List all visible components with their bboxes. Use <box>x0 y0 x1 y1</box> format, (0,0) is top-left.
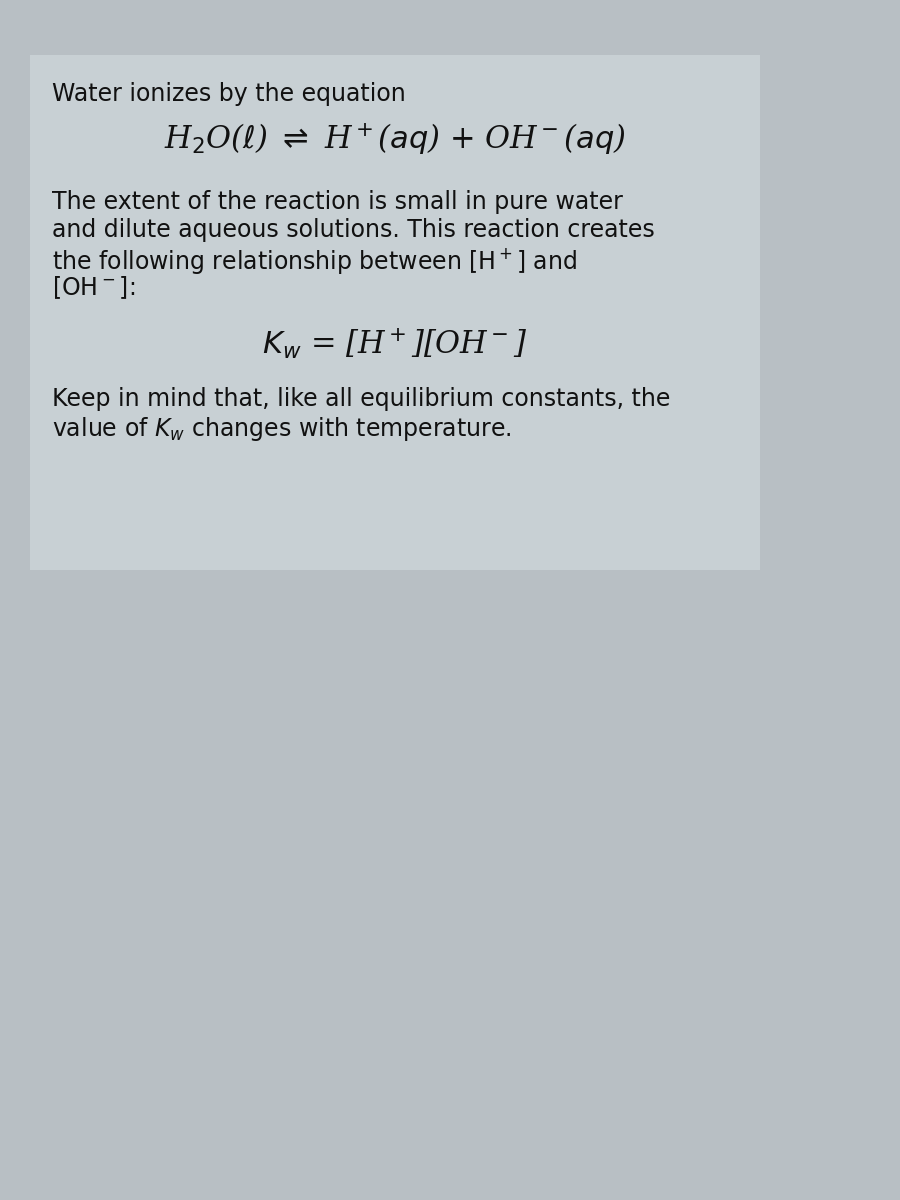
Text: [OH$^-$]:: [OH$^-$]: <box>52 274 135 301</box>
Text: the following relationship between [H$^+$] and: the following relationship between [H$^+… <box>52 246 577 276</box>
Text: and dilute aqueous solutions. This reaction creates: and dilute aqueous solutions. This react… <box>52 218 655 242</box>
Text: $K_w$ = [H$^+$][OH$^-$]: $K_w$ = [H$^+$][OH$^-$] <box>262 326 528 361</box>
Text: H$_2$O($\ell$) $\rightleftharpoons$ H$^+$($aq$) + OH$^-$($aq$): H$_2$O($\ell$) $\rightleftharpoons$ H$^+… <box>164 122 626 157</box>
Text: The extent of the reaction is small in pure water: The extent of the reaction is small in p… <box>52 190 623 214</box>
Text: Water ionizes by the equation: Water ionizes by the equation <box>52 82 406 106</box>
Text: value of $K_w$ changes with temperature.: value of $K_w$ changes with temperature. <box>52 415 512 443</box>
Text: Keep in mind that, like all equilibrium constants, the: Keep in mind that, like all equilibrium … <box>52 386 670 410</box>
FancyBboxPatch shape <box>30 55 760 570</box>
